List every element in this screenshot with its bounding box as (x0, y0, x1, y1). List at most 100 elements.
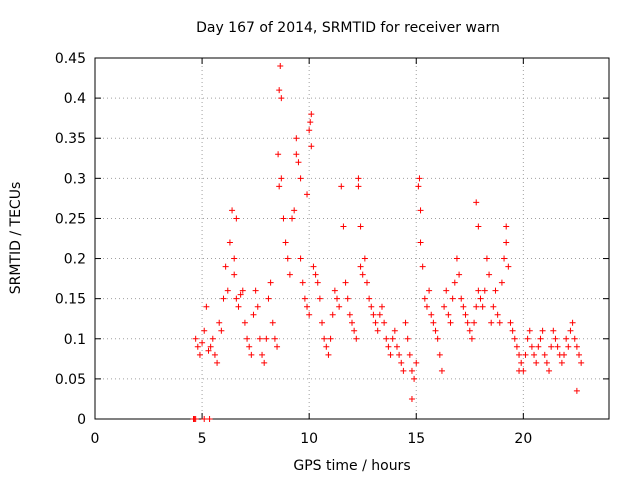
data-point (516, 367, 523, 374)
data-point (233, 215, 240, 222)
data-point (306, 127, 313, 134)
data-point (430, 319, 437, 326)
data-point (293, 135, 300, 142)
data-point (342, 279, 349, 286)
data-point (304, 303, 311, 310)
data-point (226, 239, 233, 246)
data-point (231, 255, 238, 262)
data-point (376, 311, 383, 318)
data-point (498, 279, 505, 286)
data-point (205, 347, 212, 354)
data-point (307, 119, 314, 126)
data-point (569, 319, 576, 326)
data-point (275, 151, 282, 158)
data-point (460, 303, 467, 310)
data-point (351, 327, 358, 334)
data-point (473, 199, 480, 206)
data-point (483, 255, 490, 262)
data-point (526, 327, 533, 334)
data-point (571, 335, 578, 342)
data-point (299, 279, 306, 286)
data-point (349, 319, 355, 326)
data-point (378, 303, 385, 310)
data-point (393, 343, 400, 350)
data-point (321, 335, 328, 342)
x-axis-label: GPS time / hours (293, 458, 410, 474)
data-point (241, 319, 248, 326)
data-point (229, 207, 236, 214)
data-point (522, 351, 529, 358)
data-point (419, 263, 426, 270)
y-tick-label: 0.35 (55, 131, 86, 147)
data-point (415, 183, 422, 190)
data-point (316, 295, 323, 302)
data-point (513, 343, 520, 350)
data-point (443, 287, 450, 294)
data-point (558, 359, 565, 366)
data-point (250, 311, 257, 318)
data-point (387, 351, 394, 358)
data-point (327, 335, 334, 342)
y-axis-label: SRMTID / TECUs (8, 182, 24, 295)
chart-title: Day 167 of 2014, SRMTID for receiver war… (196, 20, 500, 36)
data-point (464, 319, 471, 326)
data-point (546, 367, 553, 374)
x-tick-label: 5 (198, 431, 207, 447)
data-point (471, 319, 478, 326)
data-point (297, 175, 304, 182)
data-point (192, 335, 199, 342)
data-point (259, 351, 266, 358)
data-point (319, 319, 326, 326)
data-point (451, 279, 458, 286)
data-point (357, 223, 364, 230)
data-point (329, 311, 336, 318)
data-point (428, 311, 435, 318)
plot-frame (94, 57, 610, 420)
data-point (340, 223, 347, 230)
data-point (426, 287, 433, 294)
data-point (254, 303, 261, 310)
data-point (201, 416, 208, 422)
data-point (338, 183, 345, 190)
data-point (396, 351, 403, 358)
data-point (503, 239, 510, 246)
data-point (537, 335, 544, 342)
data-point (453, 255, 460, 262)
data-point (541, 351, 548, 358)
data-point (408, 367, 415, 374)
grid-lines (95, 58, 609, 419)
data-point (456, 271, 463, 278)
data-point (192, 416, 199, 422)
data-point (291, 207, 298, 214)
data-point (355, 175, 362, 182)
data-point (507, 319, 514, 326)
data-point (344, 295, 351, 302)
data-point (224, 287, 231, 294)
data-point (573, 343, 580, 350)
data-point (286, 271, 293, 278)
data-point (274, 343, 281, 350)
data-point (301, 295, 308, 302)
data-point (511, 335, 518, 342)
data-point (308, 111, 315, 118)
data-point (271, 335, 278, 342)
data-point (563, 335, 570, 342)
data-point (528, 343, 535, 350)
data-point (355, 183, 362, 190)
data-point (550, 327, 557, 334)
data-point (199, 339, 206, 346)
x-tick-label: 15 (407, 431, 425, 447)
data-point (214, 359, 221, 366)
data-point (391, 327, 398, 334)
data-point (276, 183, 283, 190)
data-point (211, 351, 218, 358)
data-point (363, 279, 370, 286)
data-point (233, 295, 240, 302)
data-point (334, 295, 341, 302)
data-point (359, 271, 366, 278)
data-point (207, 343, 214, 350)
data-point (543, 359, 550, 366)
data-point (518, 359, 525, 366)
data-point (282, 239, 289, 246)
